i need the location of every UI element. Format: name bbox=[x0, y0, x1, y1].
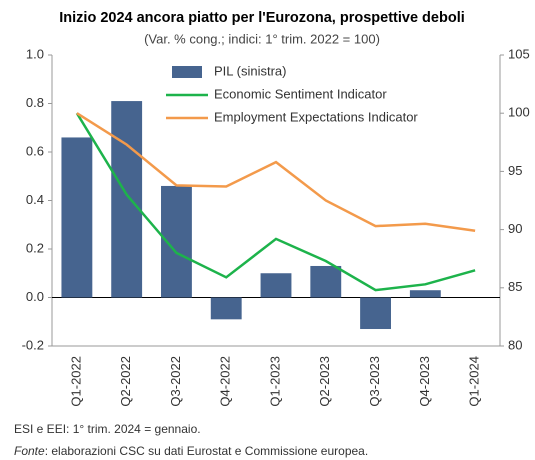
x-tick-label: Q2-2022 bbox=[118, 356, 133, 407]
y-tick-label: 0.4 bbox=[26, 192, 44, 207]
bar bbox=[409, 290, 441, 298]
chart-title: Inizio 2024 ancora piatto per l'Eurozona… bbox=[59, 10, 465, 26]
y2-tick-label: 100 bbox=[508, 105, 530, 120]
y-tick-label: 0.8 bbox=[26, 95, 44, 110]
x-tick-label: Q3-2022 bbox=[168, 356, 183, 407]
source-text: : elaborazioni CSC su dati Eurostat e Co… bbox=[45, 444, 369, 458]
bar bbox=[111, 101, 143, 298]
y-tick-label: -0.2 bbox=[22, 337, 44, 352]
source: Fonte: elaborazioni CSC su dati Eurostat… bbox=[14, 444, 368, 458]
y-tick-label: 0.6 bbox=[26, 143, 44, 158]
legend-label: Economic Sentiment Indicator bbox=[214, 86, 387, 101]
bar bbox=[260, 273, 292, 298]
y-tick-label: 0.2 bbox=[26, 240, 44, 255]
x-tick-label: Q1-2024 bbox=[467, 356, 482, 407]
x-tick-label: Q3-2023 bbox=[367, 356, 382, 407]
y2-tick-label: 95 bbox=[508, 163, 522, 178]
x-tick-label: Q1-2023 bbox=[267, 356, 282, 407]
x-tick-label: Q4-2023 bbox=[417, 356, 432, 407]
legend-swatch bbox=[172, 66, 202, 78]
x-tick-label: Q4-2022 bbox=[218, 356, 233, 407]
y2-tick-label: 105 bbox=[508, 46, 530, 61]
y-tick-label: 0.0 bbox=[26, 289, 44, 304]
bar bbox=[210, 297, 242, 320]
y2-tick-label: 80 bbox=[508, 337, 522, 352]
y2-tick-label: 85 bbox=[508, 279, 522, 294]
bar bbox=[360, 297, 391, 330]
bar bbox=[310, 265, 342, 298]
line bbox=[76, 112, 476, 233]
x-tick-label: Q1-2022 bbox=[68, 356, 83, 407]
footnote: ESI e EEI: 1° trim. 2024 = gennaio. bbox=[14, 422, 201, 436]
y-tick-label: 1.0 bbox=[26, 46, 44, 61]
legend-label: Employment Expectations Indicator bbox=[214, 109, 418, 124]
legend-label: PIL (sinistra) bbox=[214, 63, 286, 78]
line bbox=[75, 112, 476, 292]
x-tick-label: Q2-2023 bbox=[317, 356, 332, 407]
bar bbox=[61, 137, 93, 298]
y2-tick-label: 90 bbox=[508, 221, 522, 236]
chart-subtitle: (Var. % cong.; indici: 1° trim. 2022 = 1… bbox=[144, 31, 380, 46]
source-label: Fonte bbox=[14, 444, 45, 458]
